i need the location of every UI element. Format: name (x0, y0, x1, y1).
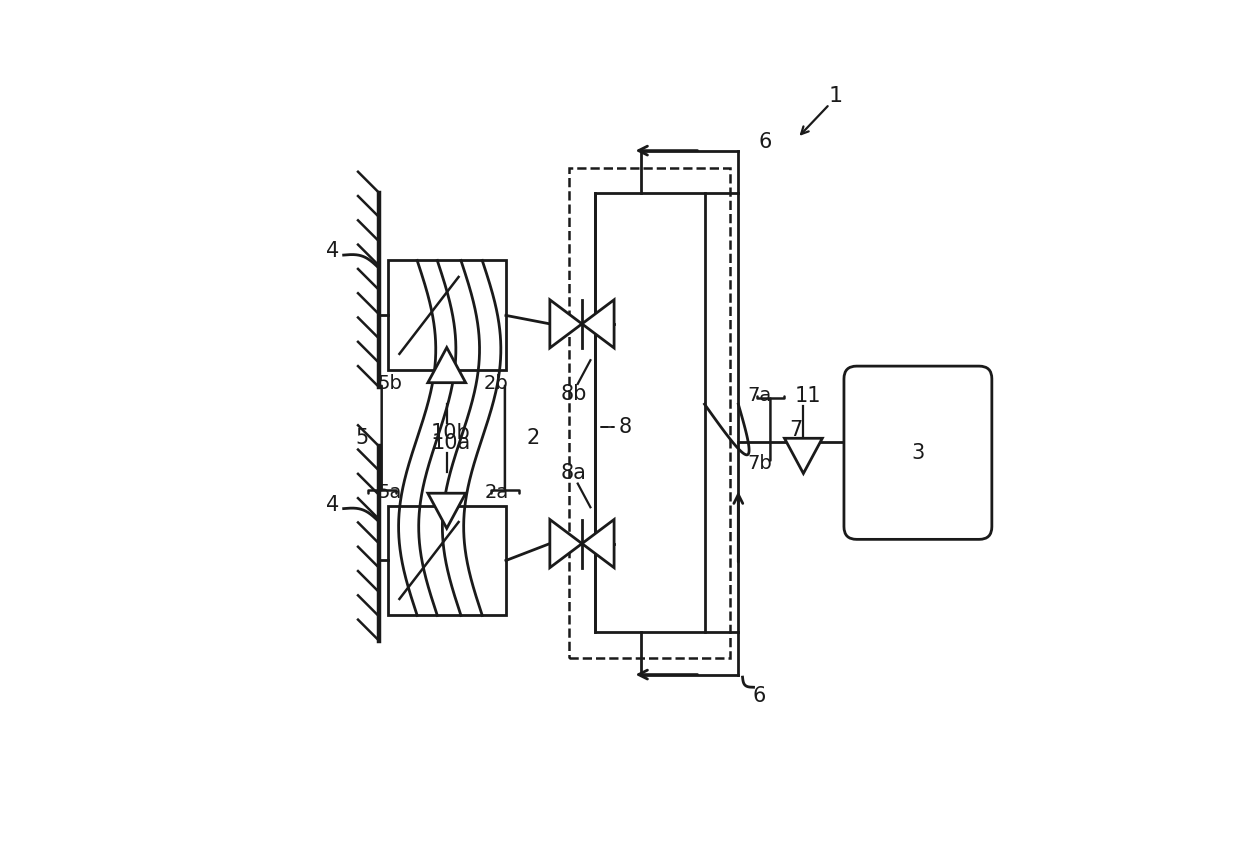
Polygon shape (549, 300, 582, 348)
Polygon shape (785, 438, 822, 473)
Text: 8a: 8a (560, 464, 587, 484)
Text: 5: 5 (356, 428, 368, 448)
Text: 8: 8 (619, 417, 632, 437)
Text: 5b: 5b (378, 374, 403, 393)
Polygon shape (582, 520, 614, 568)
Polygon shape (549, 520, 582, 568)
Text: 2: 2 (526, 428, 539, 448)
Text: 4: 4 (326, 241, 340, 261)
Text: 7a: 7a (748, 387, 771, 405)
Bar (569, 168, 730, 658)
FancyBboxPatch shape (844, 366, 992, 539)
Text: 7: 7 (789, 419, 802, 440)
Bar (388, 260, 506, 370)
Text: 6: 6 (753, 685, 766, 706)
Text: 11: 11 (795, 386, 821, 405)
Polygon shape (428, 348, 466, 382)
Text: 2b: 2b (484, 374, 508, 393)
Text: 3: 3 (911, 442, 925, 463)
Bar (388, 506, 506, 615)
Text: 6: 6 (759, 132, 773, 152)
Text: 10b: 10b (432, 423, 471, 443)
Polygon shape (582, 300, 614, 348)
Text: 8b: 8b (560, 384, 587, 404)
Text: 10a: 10a (432, 433, 471, 453)
Text: 4: 4 (326, 495, 340, 515)
Text: 7b: 7b (746, 454, 771, 472)
Bar (595, 193, 704, 632)
Text: 1: 1 (828, 86, 842, 106)
Polygon shape (428, 493, 466, 528)
Text: 2a: 2a (485, 484, 508, 503)
Text: 5a: 5a (378, 484, 402, 503)
